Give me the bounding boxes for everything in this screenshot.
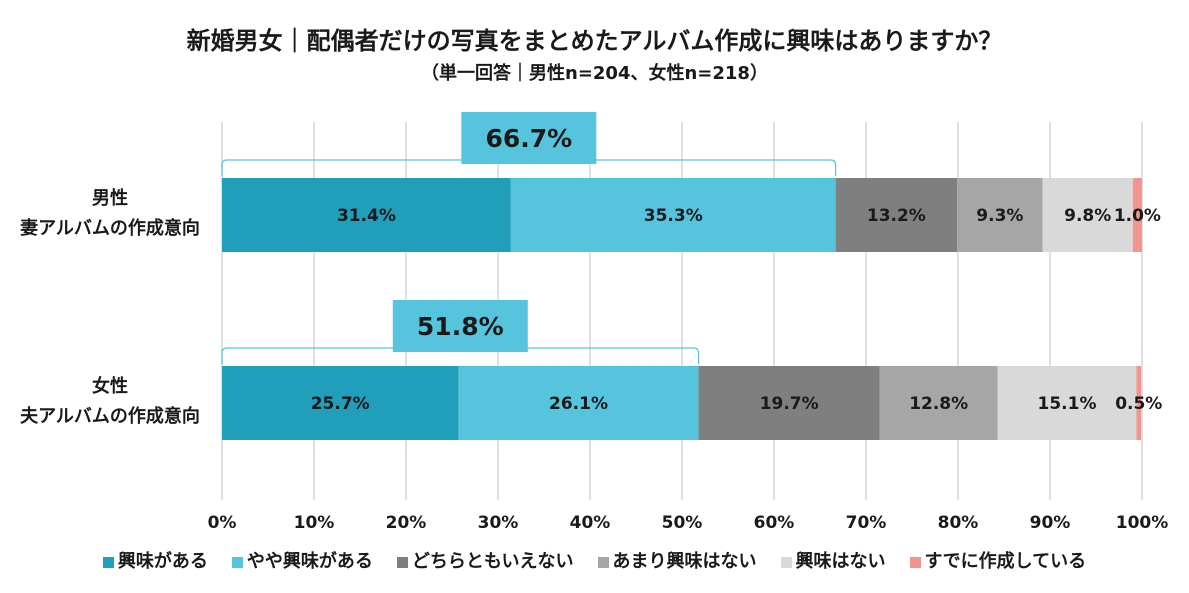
bar-segment-row2-series2 bbox=[458, 366, 699, 440]
legend-label: すでに作成している bbox=[924, 551, 1087, 572]
chart-title: 新婚男女｜配偶者だけの写真をまとめたアルバム作成に興味はありますか？ bbox=[186, 27, 1003, 55]
value-label: 12.8% bbox=[909, 394, 968, 414]
legend-label: あまり興味はない bbox=[612, 551, 757, 572]
value-label: 9.3% bbox=[976, 206, 1023, 226]
value-label: 0.5% bbox=[1115, 394, 1162, 414]
bar-segment-row1-series2 bbox=[510, 178, 836, 252]
legend-item: どちらともいえない bbox=[396, 550, 574, 574]
category-label: 女性 bbox=[92, 375, 128, 397]
legend-item: やや興味がある bbox=[231, 550, 373, 574]
bar-segment-row1-series6 bbox=[1132, 178, 1142, 252]
value-label: 19.7% bbox=[760, 394, 819, 414]
category-label: 妻アルバムの作成意向 bbox=[20, 217, 200, 239]
value-label: 13.2% bbox=[867, 206, 926, 226]
category-label: 夫アルバムの作成意向 bbox=[20, 405, 200, 427]
legend-item: すでに作成している bbox=[909, 550, 1087, 574]
legend-label: どちらともいえない bbox=[411, 551, 574, 572]
chart-subtitle: （単一回答｜男性n=204、女性n=218） bbox=[421, 63, 768, 84]
x-tick-label: 60% bbox=[754, 513, 795, 533]
legend-swatch bbox=[597, 556, 609, 568]
x-tick-label: 40% bbox=[570, 513, 611, 533]
legend-item: 興味がある bbox=[102, 550, 208, 574]
legend: 興味がある やや興味がある どちらともいえない あまり興味はない 興味はない すでに作成し… bbox=[0, 550, 1189, 574]
x-tick-label: 0% bbox=[208, 513, 237, 533]
x-tick-label: 80% bbox=[938, 513, 979, 533]
legend-label: やや興味がある bbox=[246, 551, 373, 572]
value-label: 25.7% bbox=[311, 394, 370, 414]
category-label: 男性 bbox=[92, 187, 128, 209]
legend-swatch bbox=[909, 556, 921, 568]
x-tick-label: 30% bbox=[478, 513, 519, 533]
bar-segment-row2-series4 bbox=[879, 366, 998, 440]
x-tick-label: 50% bbox=[662, 513, 703, 533]
annotation-label: 66.7% bbox=[485, 124, 572, 153]
bar-segment-row1-series4 bbox=[957, 178, 1043, 252]
annotation-box bbox=[461, 112, 597, 164]
annotation-label: 51.8% bbox=[417, 312, 504, 341]
legend-swatch bbox=[780, 556, 792, 568]
legend-swatch bbox=[231, 556, 243, 568]
legend-swatch bbox=[396, 556, 408, 568]
x-tick-label: 70% bbox=[846, 513, 887, 533]
bar-segment-row2-series5 bbox=[997, 366, 1137, 440]
bar-segment-row2-series6 bbox=[1136, 366, 1142, 440]
value-label: 1.0% bbox=[1114, 206, 1161, 226]
legend-label: 興味はない bbox=[795, 551, 886, 572]
value-label: 15.1% bbox=[1038, 394, 1097, 414]
bar-segment-row1-series1 bbox=[222, 178, 511, 252]
value-label: 31.4% bbox=[337, 206, 396, 226]
x-tick-label: 90% bbox=[1030, 513, 1071, 533]
legend-item: あまり興味はない bbox=[597, 550, 757, 574]
bar-segment-row2-series1 bbox=[222, 366, 459, 440]
annotation-box bbox=[392, 300, 528, 352]
x-tick-label: 20% bbox=[386, 513, 427, 533]
legend-swatch bbox=[102, 556, 114, 568]
value-label: 9.8% bbox=[1064, 206, 1111, 226]
bar-segment-row1-series3 bbox=[835, 178, 958, 252]
legend-item: 興味はない bbox=[780, 550, 886, 574]
legend-label: 興味がある bbox=[117, 551, 208, 572]
bar-segment-row2-series3 bbox=[698, 366, 880, 440]
x-tick-label: 10% bbox=[294, 513, 335, 533]
value-label: 35.3% bbox=[644, 206, 703, 226]
bar-segment-row1-series5 bbox=[1042, 178, 1133, 252]
x-tick-label: 100% bbox=[1116, 513, 1169, 533]
value-label: 26.1% bbox=[549, 394, 608, 414]
